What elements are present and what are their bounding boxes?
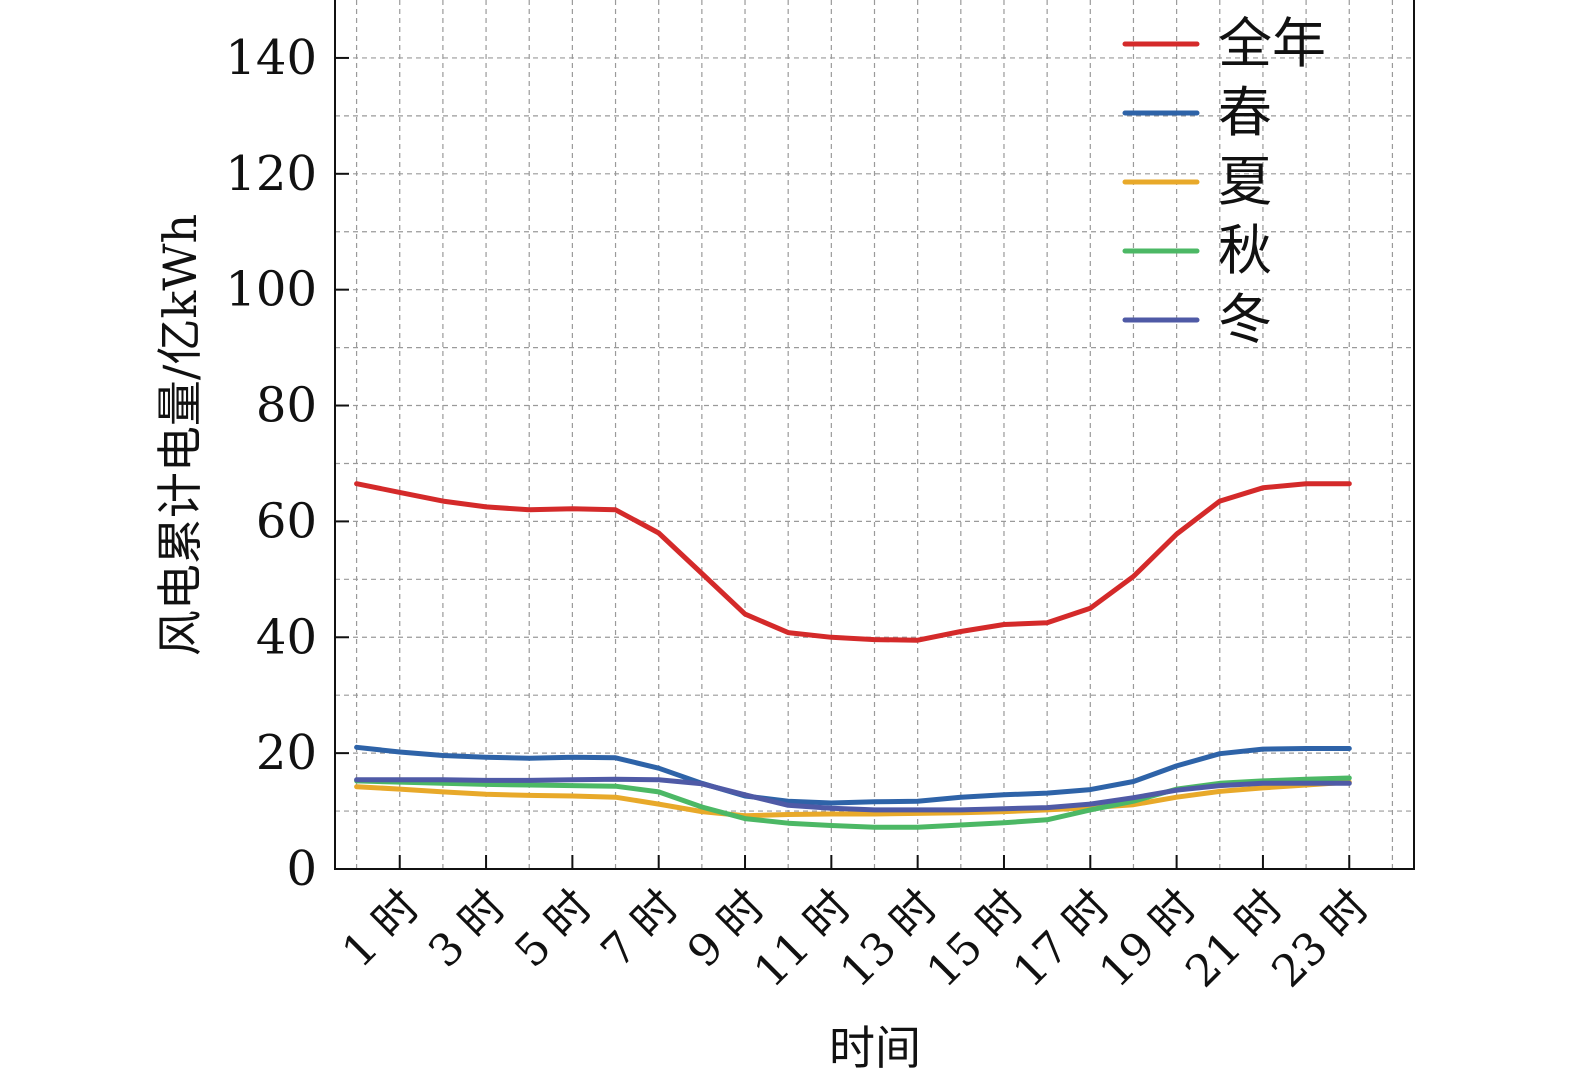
plot-frame: [334, 0, 1415, 870]
series-line-夏: [354, 779, 1352, 819]
series-line-春: [354, 744, 1352, 806]
x-tick-label: 23 时: [1262, 881, 1379, 998]
y-tick-label: 80: [256, 378, 317, 434]
legend-label: 全年: [1218, 12, 1326, 75]
y-tick-label: 120: [225, 146, 317, 202]
x-tick-label: 21 时: [1176, 881, 1293, 998]
legend-label: 夏: [1218, 150, 1272, 213]
x-tick-label: 15 时: [917, 881, 1034, 998]
x-tick-label: 7 时: [592, 881, 689, 978]
y-tick-label: 60: [256, 493, 317, 549]
y-tick-label: 0: [286, 841, 317, 897]
series-lines: [354, 481, 1352, 830]
x-tick-label: 5 时: [505, 881, 602, 978]
x-tick-label: 11 时: [744, 881, 861, 998]
y-tick-label: 20: [256, 725, 317, 781]
series-line-全年: [354, 481, 1352, 643]
x-tick-label: 3 时: [419, 881, 516, 978]
x-tick-label: 13 时: [831, 881, 948, 998]
y-tick-label: 40: [256, 609, 317, 665]
y-tick-label: 100: [225, 262, 317, 318]
x-axis-label: 时间: [829, 1021, 921, 1075]
y-axis-label: 风电累计电量/亿kWh: [153, 214, 207, 656]
grid: [335, 0, 1414, 869]
x-tick-label: 19 时: [1090, 881, 1207, 998]
axes: [334, 0, 1415, 870]
x-tick-label: 1 时: [333, 881, 430, 978]
series-line-冬: [354, 776, 1352, 813]
legend-label: 秋: [1218, 219, 1272, 282]
legend-label: 冬: [1218, 288, 1272, 351]
y-tick-label: 140: [225, 30, 317, 86]
legend-label: 春: [1218, 81, 1272, 144]
x-tick-label: 17 时: [1003, 881, 1120, 998]
